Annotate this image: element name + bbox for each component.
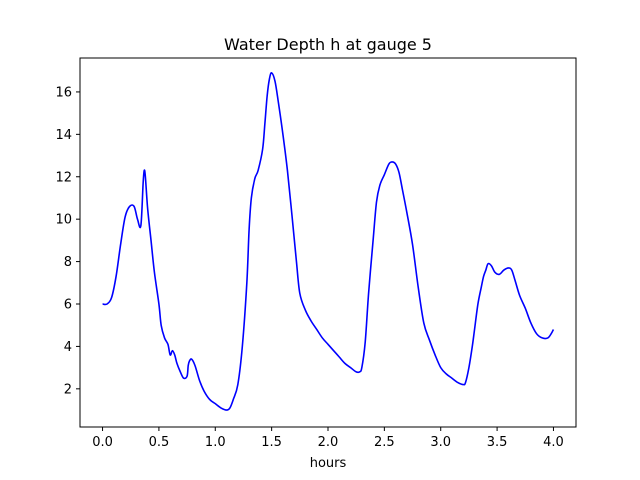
y-tick-label: 8 [64,255,72,270]
chart-title: Water Depth h at gauge 5 [224,35,432,54]
y-tick-label: 4 [64,340,72,355]
x-axis-label: hours [310,456,347,471]
plot-frame [79,57,577,428]
x-tick-label: 4.0 [543,435,564,450]
x-tick-label: 2.5 [374,435,395,450]
ticks-layer: 0.0 0.5 1.0 1.5 2.0 2.5 3.0 3.5 4.0 2 4 6 8 10 12 14 16 [55,85,563,450]
series-layer [102,72,555,411]
y-tick-label: 14 [55,128,72,143]
series-line [102,72,555,411]
x-tick-label: 3.5 [487,435,508,450]
y-tick-label: 16 [55,85,72,100]
x-tick-label: 1.5 [261,435,282,450]
y-tick-label: 2 [64,382,72,397]
y-tick-label: 10 [55,213,72,228]
x-tick-label: 0.5 [149,435,170,450]
x-tick-label: 2.0 [318,435,339,450]
x-tick-label: 0.0 [92,435,113,450]
x-tick-label: 3.0 [430,435,451,450]
y-tick-label: 12 [55,170,72,185]
y-tick-label: 6 [64,298,72,313]
x-tick-label: 1.0 [205,435,226,450]
